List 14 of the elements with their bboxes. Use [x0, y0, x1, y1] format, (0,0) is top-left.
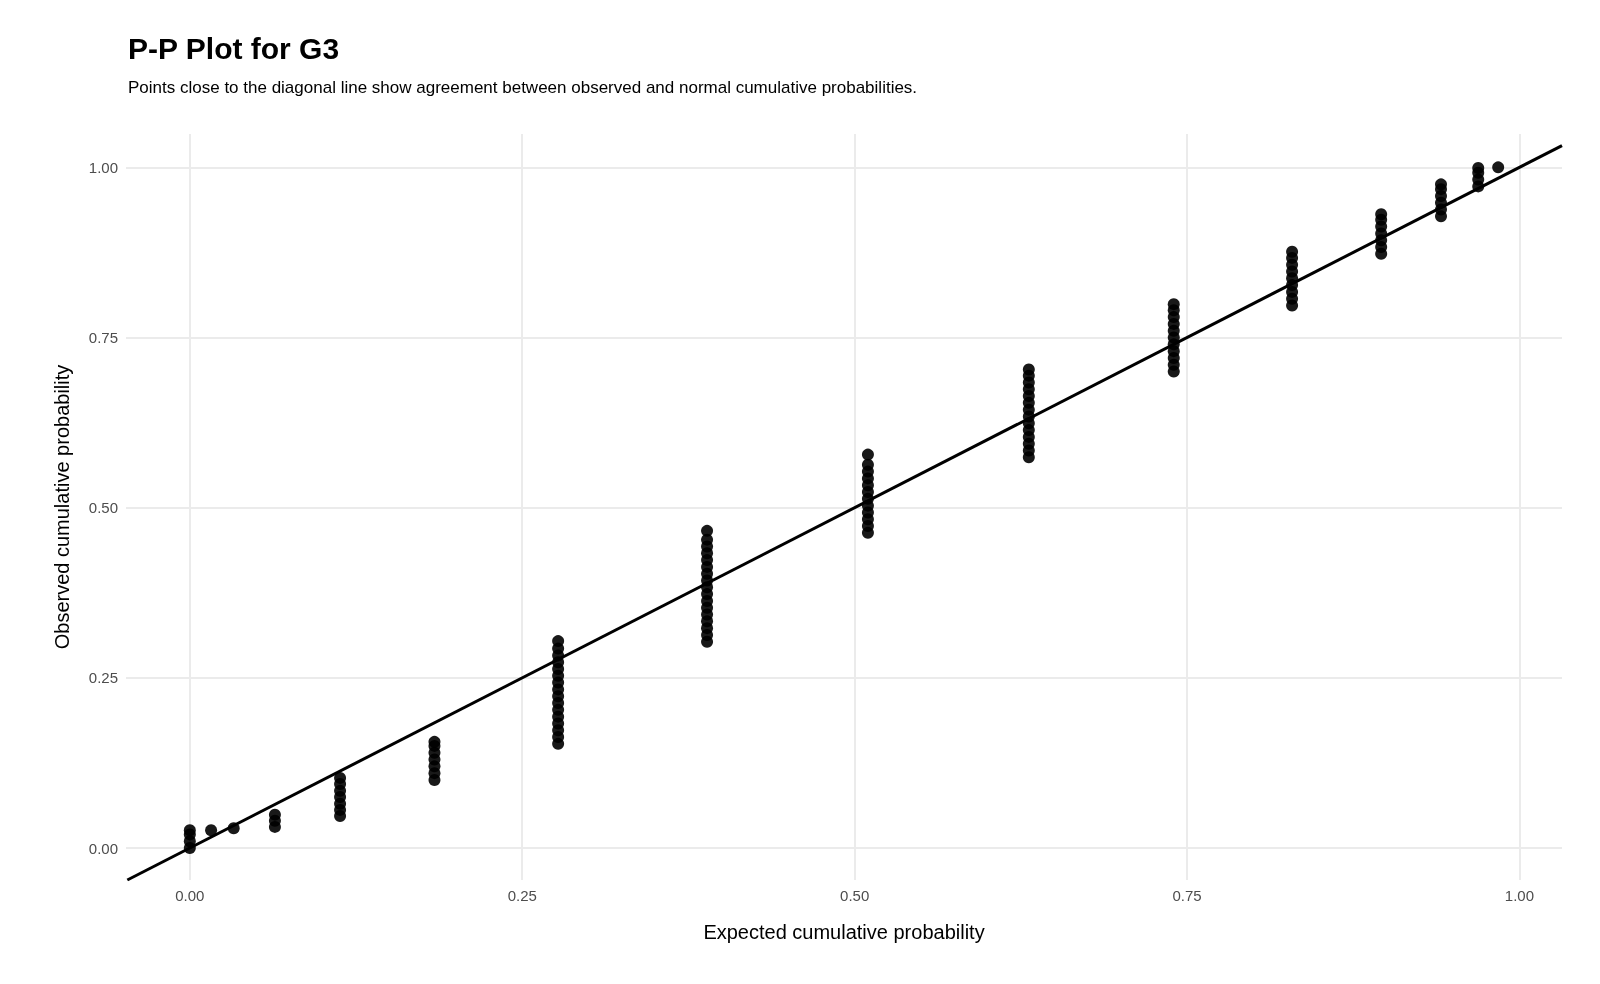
chart-title: P-P Plot for G3 [128, 31, 340, 65]
x-tick-label: 1.00 [1504, 887, 1535, 904]
y-tick-label: 0.75 [88, 329, 118, 347]
x-tick-label: 0.00 [175, 887, 205, 904]
x-tick-label: 0.75 [1172, 887, 1202, 904]
y-tick-label: 0.50 [88, 499, 118, 517]
y-tick-label: 0.00 [88, 839, 118, 857]
y-axis-title: Observed cumulative probability [51, 364, 73, 650]
x-tick-label: 0.25 [507, 887, 537, 904]
chart-subtitle: Points close to the diagonal line show agreement between observed and normal cumulative probabilities. [128, 78, 918, 97]
x-axis-title: Expected cumulative probability [703, 921, 985, 943]
y-tick-label: 1.00 [88, 158, 118, 176]
x-tick-label: 0.50 [840, 887, 870, 904]
y-tick-label: 0.25 [88, 669, 118, 687]
